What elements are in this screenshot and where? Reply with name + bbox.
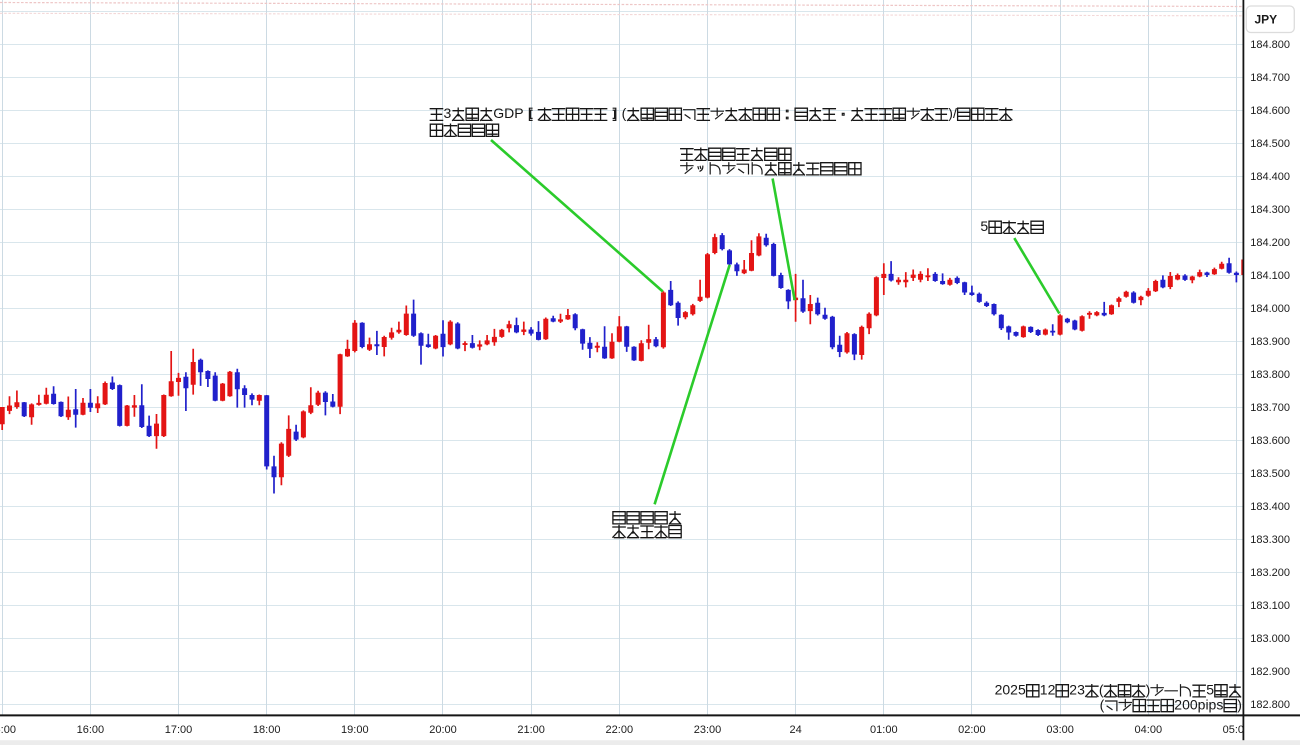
svg-text:184.100: 184.100 bbox=[1250, 270, 1290, 282]
svg-text:183.800: 183.800 bbox=[1250, 369, 1290, 381]
svg-text:): ) bbox=[1237, 697, 1242, 713]
svg-text:5: 5 bbox=[980, 218, 988, 234]
svg-text:05:00: 05:00 bbox=[1223, 724, 1251, 736]
svg-text:15:00: 15:00 bbox=[0, 724, 16, 736]
svg-text:183.500: 183.500 bbox=[1250, 468, 1290, 480]
svg-text:184.300: 184.300 bbox=[1250, 204, 1290, 216]
svg-text:184.000: 184.000 bbox=[1250, 303, 1290, 315]
svg-text:200pips: 200pips bbox=[1174, 697, 1223, 713]
svg-text:183.200: 183.200 bbox=[1250, 567, 1290, 579]
svg-text:): ) bbox=[1146, 682, 1151, 698]
svg-text:183.300: 183.300 bbox=[1250, 534, 1290, 546]
svg-text:18:00: 18:00 bbox=[253, 724, 281, 736]
svg-text:02:00: 02:00 bbox=[958, 724, 986, 736]
svg-text:01:00: 01:00 bbox=[870, 724, 898, 736]
svg-text:(: ( bbox=[1100, 697, 1105, 713]
svg-text:)/: )/ bbox=[948, 105, 957, 121]
svg-text:20:00: 20:00 bbox=[429, 724, 457, 736]
svg-text:22:00: 22:00 bbox=[606, 724, 634, 736]
svg-text:03:00: 03:00 bbox=[1046, 724, 1074, 736]
svg-text:183.900: 183.900 bbox=[1250, 336, 1290, 348]
svg-text:GDP: GDP bbox=[493, 105, 523, 121]
svg-text:12: 12 bbox=[1040, 682, 1056, 698]
svg-text:184.200: 184.200 bbox=[1250, 237, 1290, 249]
svg-text:184.600: 184.600 bbox=[1250, 105, 1290, 117]
svg-text:17:00: 17:00 bbox=[165, 724, 193, 736]
svg-text:183.100: 183.100 bbox=[1250, 600, 1290, 612]
svg-text:23:00: 23:00 bbox=[694, 724, 722, 736]
svg-text:(: ( bbox=[1099, 682, 1104, 698]
svg-text:184.800: 184.800 bbox=[1250, 39, 1290, 51]
svg-text:183.000: 183.000 bbox=[1250, 633, 1290, 645]
svg-text:183.700: 183.700 bbox=[1250, 402, 1290, 414]
svg-text:(: ( bbox=[622, 105, 627, 121]
svg-text:182.900: 182.900 bbox=[1250, 666, 1290, 678]
svg-text:19:00: 19:00 bbox=[341, 724, 369, 736]
svg-text:184.400: 184.400 bbox=[1250, 171, 1290, 183]
svg-text:21:00: 21:00 bbox=[517, 724, 545, 736]
svg-text:24: 24 bbox=[789, 724, 801, 736]
svg-text:JPY: JPY bbox=[1254, 13, 1277, 27]
svg-text:184.700: 184.700 bbox=[1250, 72, 1290, 84]
svg-text:16:00: 16:00 bbox=[77, 724, 105, 736]
svg-text:183.600: 183.600 bbox=[1250, 435, 1290, 447]
svg-text:23: 23 bbox=[1069, 682, 1085, 698]
svg-text:184.500: 184.500 bbox=[1250, 138, 1290, 150]
svg-text:3: 3 bbox=[444, 105, 452, 121]
svg-text:2025: 2025 bbox=[995, 682, 1026, 698]
svg-text:5: 5 bbox=[1206, 682, 1214, 698]
svg-text:183.400: 183.400 bbox=[1250, 501, 1290, 513]
svg-text:04:00: 04:00 bbox=[1135, 724, 1163, 736]
svg-text:182.800: 182.800 bbox=[1250, 699, 1290, 711]
